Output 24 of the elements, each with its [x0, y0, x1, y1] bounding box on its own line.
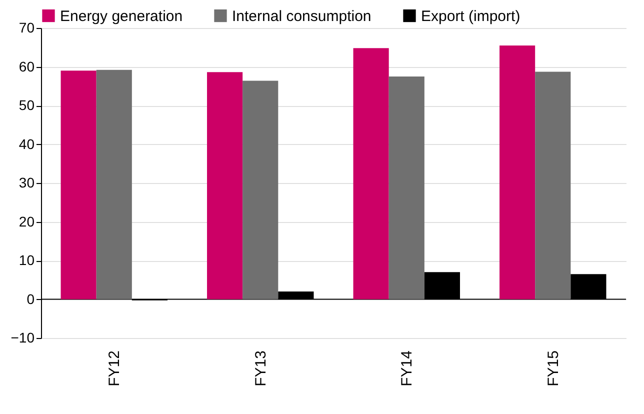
y-tick-label: −10 — [10, 330, 35, 346]
y-tick-label: 20 — [18, 213, 35, 230]
bar — [388, 76, 424, 300]
y-tick-label: 10 — [18, 252, 35, 268]
y-tick-label: 70 — [18, 20, 35, 36]
legend-label: Internal consumption — [232, 8, 372, 25]
x-tick-label: FY14 — [398, 350, 416, 386]
y-tick-label: 60 — [18, 58, 35, 74]
bar — [242, 80, 278, 300]
x-tick-label: FY12 — [106, 350, 124, 386]
y-tick-label: 30 — [18, 174, 35, 190]
y-tick-label: 0 — [26, 290, 35, 307]
bar — [96, 70, 132, 300]
x-tick-label: FY15 — [544, 350, 562, 386]
legend-label: Export (import) — [421, 8, 520, 25]
y-tick-label: 40 — [18, 136, 35, 152]
bar — [60, 70, 96, 300]
legend-label: Energy generation — [60, 8, 183, 25]
bar — [535, 72, 571, 300]
y-tick-label: 50 — [18, 97, 35, 113]
x-tick-label: FY13 — [252, 350, 270, 386]
bar — [500, 45, 536, 300]
bar — [353, 48, 389, 300]
bar — [207, 72, 243, 300]
